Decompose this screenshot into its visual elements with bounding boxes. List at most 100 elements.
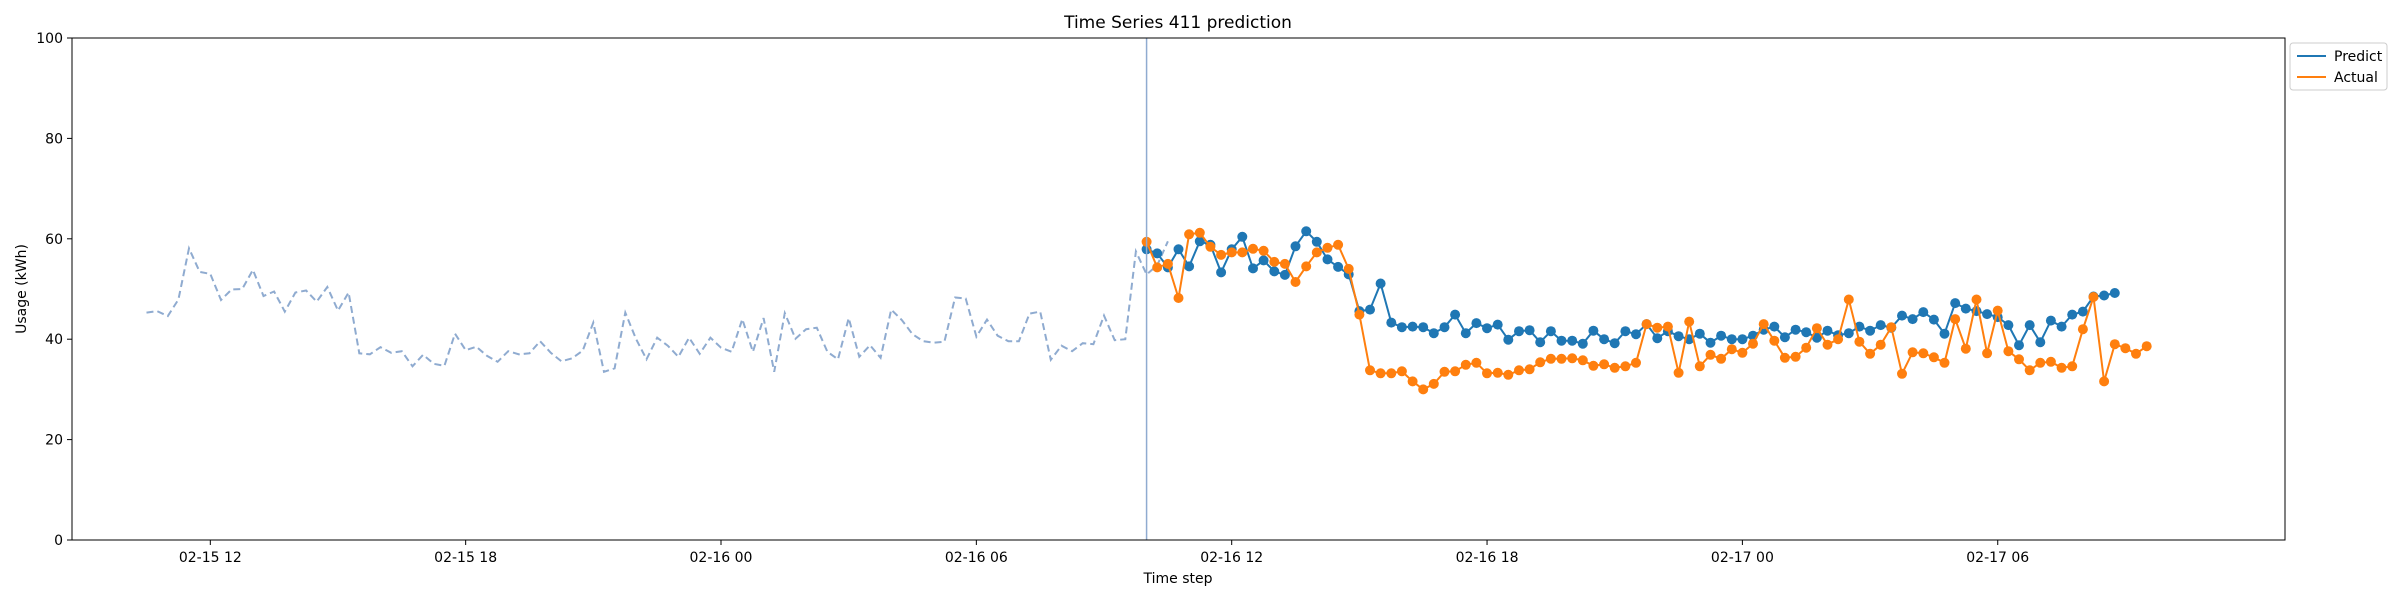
actual-point [1897,368,1907,379]
actual-point [1854,336,1865,347]
actual-point [1535,357,1546,368]
actual-point [1269,256,1280,267]
actual-point [1790,351,1801,362]
predict-point [2109,288,2120,298]
actual-point [1684,316,1695,327]
actual-point [1662,321,1673,332]
actual-point [1418,384,1429,395]
actual-point [1769,335,1780,346]
actual-point [1450,366,1461,377]
actual-point [1460,359,1471,370]
predict-point [1960,303,1971,314]
actual-point [2131,348,2141,359]
actual-point [2024,365,2035,376]
predict-point [1269,266,1280,277]
actual-point [1886,322,1897,333]
actual-point [1428,378,1439,389]
actual-point [1907,347,1918,358]
actual-point [2077,324,2088,335]
actual-point [1971,294,1982,305]
x-tick-label: 02-17 06 [1966,550,2029,566]
y-tick-label: 0 [54,533,63,549]
actual-point [1333,239,1344,250]
actual-point [1939,357,1950,368]
actual-point [1694,361,1705,372]
actual-point [1726,344,1737,355]
actual-point [1311,247,1322,258]
actual-point [1173,293,1184,303]
predict-point [1609,338,1620,349]
predict-point [1631,329,1641,340]
actual-point [1950,314,1961,325]
actual-point [1162,258,1173,269]
predict-point [2003,320,2014,331]
predict-point [1258,255,1269,266]
actual-point [1503,369,1514,380]
x-tick-label: 02-15 12 [179,550,242,566]
predict-point [1524,325,1535,336]
actual-point [1290,277,1301,287]
actual-point [1226,247,1237,258]
actual-point [1322,242,1333,253]
predict-point [1673,331,1684,342]
predict-point [2099,290,2110,301]
actual-point [1737,347,1748,358]
y-tick-label: 60 [45,232,63,248]
predict-point [1599,334,1610,345]
actual-point [2120,343,2131,354]
actual-point [2035,357,2046,368]
actual-point [1407,376,1418,387]
actual-point [2067,361,2078,372]
predict-point [1982,309,1993,320]
predict-point [1726,334,1737,345]
actual-point [1577,355,1588,366]
predict-point [1279,269,1290,280]
predict-point [1822,325,1833,336]
actual-point [1758,319,1769,330]
predict-point [1577,338,1588,349]
x-axis-label: Time step [1143,571,1213,587]
predict-point [1897,310,1907,321]
actual-point [1982,348,1993,359]
actual-point [1354,309,1365,320]
y-tick-label: 20 [45,433,63,449]
actual-point [2088,292,2099,302]
predict-point [1556,335,1567,346]
predict-point [1428,328,1439,339]
history-series [146,240,1169,374]
predict-point [1301,226,1312,237]
actual-point [1567,353,1578,364]
predict-point [1503,334,1514,345]
plot-frame [71,37,2286,541]
predict-point [1652,333,1663,344]
predict-point [1471,318,1482,329]
actual-point [1471,357,1482,368]
y-axis-label: Usage (kWh) [14,244,30,334]
predict-point [1918,307,1929,318]
actual-point [2056,362,2067,373]
predict-point [1769,321,1780,332]
predict-point [1173,244,1184,255]
x-tick-label: 02-15 18 [434,550,497,566]
predict-point [1248,263,1258,274]
actual-point [1184,229,1195,240]
actual-point [1843,294,1854,305]
y-tick-label: 100 [36,31,63,47]
x-tick-label: 02-16 00 [690,550,753,566]
actual-point [1258,245,1269,256]
actual-point [1514,365,1524,376]
actual-point [1779,352,1790,363]
actual-point [1545,353,1556,364]
actual-point [1524,364,1535,375]
predict-point [1290,241,1301,252]
actual-point [1928,352,1939,363]
actual-point [1301,261,1312,272]
predict-point [1322,254,1333,265]
actual-point [1641,319,1652,330]
predict-point [1418,322,1429,333]
actual-point [1748,338,1758,349]
predict-point [1365,304,1375,315]
predict-point [1779,332,1790,343]
predict-point [1439,322,1450,333]
